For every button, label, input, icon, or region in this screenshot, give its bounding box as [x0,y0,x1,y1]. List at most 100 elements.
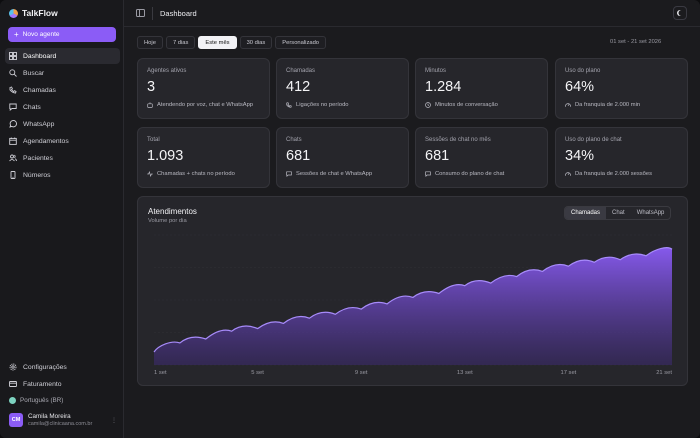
bot-icon [147,102,153,108]
stat-card-chamadas: Chamadas 412 Ligações no período [276,58,409,119]
topbar: Dashboard [124,0,700,27]
calendar-icon [9,137,17,145]
sidebar-item-numeros[interactable]: Números [5,167,120,183]
chevron-updown-icon[interactable]: ⋮ [111,418,117,424]
card-value: 64% [565,79,595,95]
new-agent-label: Novo agente [22,31,60,38]
stat-card-sessoes-chat: Sessões de chat no mês 681 Consumo do pl… [415,127,548,188]
language-selector[interactable]: Português (BR) [9,397,63,404]
stat-card-agentes: Agentes ativos 3 Atendendo por voz, chat… [137,58,270,119]
area-series-line [153,247,673,353]
moon-icon [679,10,685,16]
sidebar-item-whatsapp[interactable]: WhatsApp [5,116,120,132]
x-tick-label: 5 set [251,370,264,376]
plus-icon: + [14,29,19,39]
page-title: Dashboard [160,9,197,18]
sidebar-toggle-icon[interactable] [136,9,145,17]
stat-card-uso-plano: Uso do plano 64% Da franquia de 2.000 mi… [555,58,688,119]
chart-tab-whatsapp[interactable]: WhatsApp [636,210,665,216]
card-foot-text: Da franquia de 2.000 sessões [575,171,653,177]
card-foot-text: Consumo do plano de chat [435,171,505,177]
brand-name: TalkFlow [22,8,58,18]
chart-tab-chat[interactable]: Chat [612,210,625,216]
sidebar-item-label: Faturamento [23,380,62,388]
sidebar-item-agendamentos[interactable]: Agendamentos [5,133,120,149]
brand[interactable]: TalkFlow [9,8,58,18]
card-label: Chats [286,137,302,143]
card-foot-text: Ligações no período [296,102,349,108]
card-foot-text: Da franquia de 2.000 min [575,102,641,108]
card-value: 3 [147,79,156,95]
chart-tab-chamadas[interactable]: Chamadas [565,207,607,219]
sidebar-item-label: Agendamentos [23,137,69,145]
chart-title: Atendimentos [148,207,197,216]
card-label: Uso do plano [565,68,601,74]
phone-icon [9,86,17,94]
card-value: 1.284 [425,79,462,95]
card-label: Uso do plano de chat [565,137,622,143]
user-info: Camila Moreira camila@clinicaana.com.br [28,413,92,427]
logo-icon [9,8,18,18]
card-value: 681 [286,148,311,164]
card-footnote: Da franquia de 2.000 min [565,102,640,108]
card-footnote: Sessões de chat e WhatsApp [286,171,372,177]
card-label: Minutos [425,68,447,74]
whatsapp-icon [9,120,17,128]
range-tab-30-dias[interactable]: 30 dias [239,36,273,49]
new-agent-button[interactable]: + Novo agente [8,27,116,42]
sidebar-item-dashboard[interactable]: Dashboard [5,48,120,64]
sidebar-item-chats[interactable]: Chats [5,99,120,115]
theme-toggle-button[interactable] [673,6,687,20]
stat-card-minutos: Minutos 1.284 Minutos de conversação [415,58,548,119]
card-foot-text: Sessões de chat e WhatsApp [296,171,373,177]
user-profile[interactable]: CM Camila Moreira camila@clinicaana.com.… [9,413,92,427]
area-chart: 1 set 5 set 9 set 13 set 17 set 21 set [153,234,673,376]
range-tab-7-dias[interactable]: 7 dias [165,36,196,49]
chart-tabs: Chamadas Chat WhatsApp [564,206,672,220]
chat-icon [9,103,17,111]
card-footnote: Atendendo por voz, chat e WhatsApp [147,102,253,108]
card-foot-text: Chamadas + chats no período [157,171,235,177]
sidebar-item-label: Pacientes [23,154,53,162]
sidebar-item-configuracoes[interactable]: Configurações [5,359,120,375]
card-label: Sessões de chat no mês [425,137,491,143]
search-icon [9,69,17,77]
x-tick-label: 9 set [355,370,368,376]
range-tab-personalizado[interactable]: Personalizado [275,36,327,49]
stat-card-uso-plano-chat: Uso do plano de chat 34% Da franquia de … [555,127,688,188]
sidebar-item-label: Buscar [23,69,45,77]
divider [152,7,153,20]
date-range-tabs: Hoje 7 dias Este mês 30 dias Personaliza… [137,36,327,49]
chat-icon [286,171,292,177]
card-footnote: Minutos de conversação [425,102,498,108]
gear-icon [9,363,17,371]
stat-card-total: Total 1.093 Chamadas + chats no período [137,127,270,188]
sidebar-item-pacientes[interactable]: Pacientes [5,150,120,166]
card-footnote: Da franquia de 2.000 sessões [565,171,652,177]
user-name: Camila Moreira [28,413,71,420]
sidebar-item-chamadas[interactable]: Chamadas [5,82,120,98]
card-value: 34% [565,148,595,164]
card-foot-text: Atendendo por voz, chat e WhatsApp [157,102,254,108]
range-tab-hoje[interactable]: Hoje [137,36,163,49]
sidebar-item-label: Números [23,171,51,179]
stat-card-chats: Chats 681 Sessões de chat e WhatsApp [276,127,409,188]
x-tick-label: 17 set [561,370,577,376]
avatar: CM [9,413,23,427]
sidebar-item-label: WhatsApp [23,120,55,128]
sidebar-item-buscar[interactable]: Buscar [5,65,120,81]
sidebar-item-faturamento[interactable]: Faturamento [5,376,120,392]
sidebar-item-label: Chamadas [23,86,56,94]
date-range-label: 01 set - 21 set 2026 [610,39,662,45]
chart-subtitle: Volume por dia [148,218,187,224]
user-email: camila@clinicaana.com.br [28,421,93,427]
language-label: Português (BR) [20,397,64,404]
sidebar-item-label: Configurações [23,363,67,371]
range-tab-este-mes[interactable]: Este mês [198,36,237,49]
card-label: Total [147,137,160,143]
card-label: Chamadas [286,68,316,74]
users-icon [9,154,17,162]
card-foot-text: Minutos de conversação [435,102,498,108]
grid-icon [9,52,17,60]
